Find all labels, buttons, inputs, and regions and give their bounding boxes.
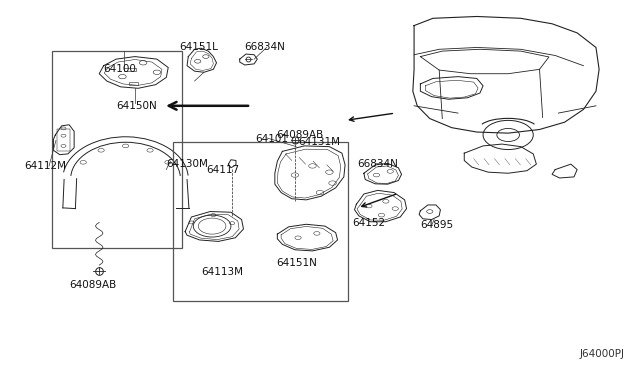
Text: 64895: 64895 xyxy=(420,220,454,230)
Text: 64113M: 64113M xyxy=(201,267,243,277)
Text: 64112M: 64112M xyxy=(24,161,66,171)
Text: 64151L: 64151L xyxy=(179,42,218,52)
Bar xyxy=(52,51,182,248)
Bar xyxy=(56,129,70,151)
Text: 64150N: 64150N xyxy=(116,101,157,111)
Text: 64130M: 64130M xyxy=(166,159,208,169)
Text: 64100: 64100 xyxy=(104,64,136,74)
Text: 64101: 64101 xyxy=(255,134,288,144)
Text: 64131M: 64131M xyxy=(298,137,340,147)
Text: 64151N: 64151N xyxy=(276,257,317,267)
Text: 66834N: 66834N xyxy=(244,42,285,52)
Bar xyxy=(124,68,136,71)
Text: 64089AB: 64089AB xyxy=(276,130,323,140)
Text: 64089AB: 64089AB xyxy=(69,280,116,290)
Text: 64152: 64152 xyxy=(353,218,386,228)
Text: J64000PJ: J64000PJ xyxy=(579,349,624,359)
Bar xyxy=(173,142,348,301)
Text: 66834N: 66834N xyxy=(358,159,399,169)
Text: 64117: 64117 xyxy=(206,164,239,174)
Bar xyxy=(129,82,138,85)
